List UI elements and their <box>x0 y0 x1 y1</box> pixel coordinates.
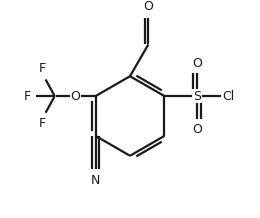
Text: N: N <box>91 174 100 187</box>
Text: F: F <box>24 90 31 103</box>
Text: O: O <box>70 90 80 103</box>
Text: S: S <box>193 90 201 103</box>
Text: O: O <box>192 57 202 70</box>
Text: O: O <box>144 0 153 13</box>
Text: F: F <box>39 62 46 75</box>
Text: Cl: Cl <box>223 90 235 103</box>
Text: F: F <box>39 117 46 130</box>
Text: O: O <box>192 123 202 136</box>
